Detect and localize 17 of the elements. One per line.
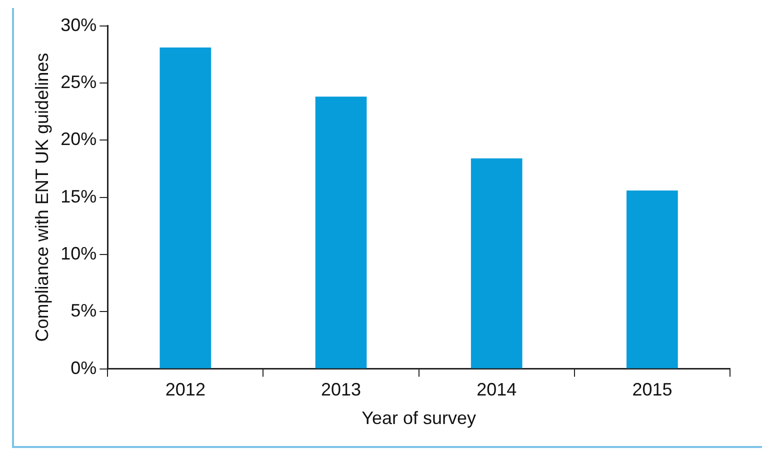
bar bbox=[315, 96, 367, 368]
y-tick-label: 10% bbox=[60, 243, 97, 264]
y-tick-label: 30% bbox=[60, 14, 97, 35]
x-tick-label: 2013 bbox=[320, 380, 362, 400]
bar bbox=[470, 158, 522, 368]
x-tick-label: 2015 bbox=[632, 380, 672, 400]
x-axis-title: Year of survey bbox=[362, 408, 476, 428]
y-tick-label: 15% bbox=[60, 186, 97, 206]
bar bbox=[626, 190, 678, 368]
y-tick-label: 25% bbox=[60, 72, 97, 92]
y-tick-label: 0% bbox=[70, 358, 97, 378]
y-tick-label: 20% bbox=[60, 129, 97, 150]
x-tick-label: 2014 bbox=[476, 380, 517, 400]
y-tick-label: 5% bbox=[70, 300, 97, 321]
x-tick-label: 2012 bbox=[165, 380, 206, 400]
bar bbox=[160, 48, 212, 368]
y-axis-title: Compliance with ENT UK guidelines bbox=[32, 52, 52, 342]
